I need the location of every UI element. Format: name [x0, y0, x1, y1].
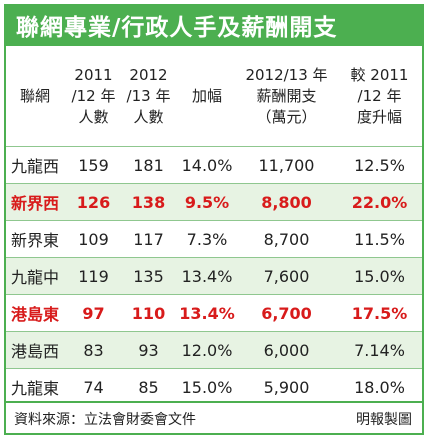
cell-staff-2012: 138 — [121, 183, 176, 221]
header-line: /13 年 — [126, 86, 171, 105]
header-staff-2011: 2011 /12 年 人數 — [66, 46, 121, 147]
cell-staff-2011: 74 — [66, 368, 121, 405]
table-body: 九龍西 159 181 14.0% 11,700 12.5% 新界西 126 1… — [4, 146, 424, 405]
cell-comparison: 22.0% — [335, 183, 424, 221]
credit-note: 明報製圖 — [356, 412, 412, 428]
cell-rise: 15.0% — [176, 368, 238, 405]
cell-rise: 13.4% — [176, 294, 238, 332]
cell-staff-2012: 85 — [121, 368, 176, 405]
cell-budget: 8,700 — [238, 220, 335, 258]
cell-region: 港島西 — [4, 331, 66, 369]
cell-staff-2012: 135 — [121, 257, 176, 295]
cell-rise: 14.0% — [176, 146, 238, 184]
data-table: 聯網 2011 /12 年 人數 2012 /13 年 人數 加幅 — [4, 46, 424, 405]
source-note: 資料來源：立法會財委會文件 — [14, 412, 196, 428]
header-line: 2012 — [129, 65, 168, 84]
cell-budget: 7,600 — [238, 257, 335, 295]
page-title: 聯網專業/行政人手及薪酬開支 — [4, 4, 424, 46]
header-line: （萬元） — [256, 107, 317, 126]
table-row: 九龍東 74 85 15.0% 5,900 18.0% — [4, 368, 424, 405]
cell-region: 新界東 — [4, 220, 66, 258]
header-line: 較 2011 — [350, 65, 409, 84]
cell-comparison: 15.0% — [335, 257, 424, 295]
header-line: 聯網 — [19, 86, 50, 105]
cell-staff-2011: 119 — [66, 257, 121, 295]
table-row: 港島西 83 93 12.0% 6,000 7.14% — [4, 331, 424, 369]
header-line: 2012/13 年 — [245, 65, 328, 84]
cell-rise: 12.0% — [176, 331, 238, 369]
cell-budget: 5,900 — [238, 368, 335, 405]
header-line: /12 年 — [71, 86, 116, 105]
footer: 資料來源：立法會財委會文件 明報製圖 — [4, 401, 424, 435]
cell-comparison: 7.14% — [335, 331, 424, 369]
cell-rise: 7.3% — [176, 220, 238, 258]
header-staff-2012: 2012 /13 年 人數 — [121, 46, 176, 147]
header-line: 度升幅 — [356, 107, 402, 126]
cell-region: 九龍西 — [4, 146, 66, 184]
cell-rise: 13.4% — [176, 257, 238, 295]
cell-budget: 8,800 — [238, 183, 335, 221]
cell-comparison: 11.5% — [335, 220, 424, 258]
table-header: 聯網 2011 /12 年 人數 2012 /13 年 人數 加幅 — [4, 46, 424, 147]
header-line: /12 年 — [357, 86, 402, 105]
cell-budget: 6,700 — [238, 294, 335, 332]
cell-region: 九龍中 — [4, 257, 66, 295]
table-row: 九龍中 119 135 13.4% 7,600 15.0% — [4, 257, 424, 295]
header-line: 2011 — [74, 65, 113, 84]
header-rise: 加幅 — [176, 46, 238, 147]
header-line: 薪酬開支 — [256, 86, 317, 105]
cell-comparison: 17.5% — [335, 294, 424, 332]
table-row: 新界東 109 117 7.3% 8,700 11.5% — [4, 220, 424, 258]
cell-staff-2011: 126 — [66, 183, 121, 221]
cell-staff-2011: 159 — [66, 146, 121, 184]
cell-region: 新界西 — [4, 183, 66, 221]
cell-region: 九龍東 — [4, 368, 66, 405]
header-row: 聯網 2011 /12 年 人數 2012 /13 年 人數 加幅 — [4, 46, 424, 147]
cell-rise: 9.5% — [176, 183, 238, 221]
header-comparison: 較 2011 /12 年 度升幅 — [335, 46, 424, 147]
cell-region: 港島東 — [4, 294, 66, 332]
cell-comparison: 18.0% — [335, 368, 424, 405]
cell-staff-2012: 181 — [121, 146, 176, 184]
cell-staff-2012: 110 — [121, 294, 176, 332]
cell-staff-2011: 83 — [66, 331, 121, 369]
header-line: 人數 — [133, 107, 164, 126]
table-row: 新界西 126 138 9.5% 8,800 22.0% — [4, 183, 424, 221]
cell-staff-2011: 97 — [66, 294, 121, 332]
header-budget: 2012/13 年 薪酬開支 （萬元） — [238, 46, 335, 147]
cell-budget: 11,700 — [238, 146, 335, 184]
table-row: 九龍西 159 181 14.0% 11,700 12.5% — [4, 146, 424, 184]
header-line: 加幅 — [191, 86, 222, 105]
cell-staff-2012: 93 — [121, 331, 176, 369]
header-line: 人數 — [78, 107, 109, 126]
cell-budget: 6,000 — [238, 331, 335, 369]
data-table-container: 聯網 2011 /12 年 人數 2012 /13 年 人數 加幅 — [4, 46, 424, 405]
header-region: 聯網 — [4, 46, 66, 147]
cell-staff-2011: 109 — [66, 220, 121, 258]
cell-staff-2012: 117 — [121, 220, 176, 258]
cell-comparison: 12.5% — [335, 146, 424, 184]
table-row: 港島東 97 110 13.4% 6,700 17.5% — [4, 294, 424, 332]
